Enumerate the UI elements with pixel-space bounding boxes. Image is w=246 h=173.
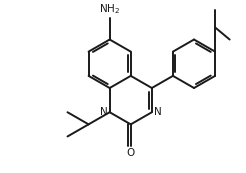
Text: O: O <box>127 148 135 158</box>
Text: N: N <box>100 107 108 117</box>
Text: NH$_2$: NH$_2$ <box>99 3 120 16</box>
Text: N: N <box>154 107 162 117</box>
